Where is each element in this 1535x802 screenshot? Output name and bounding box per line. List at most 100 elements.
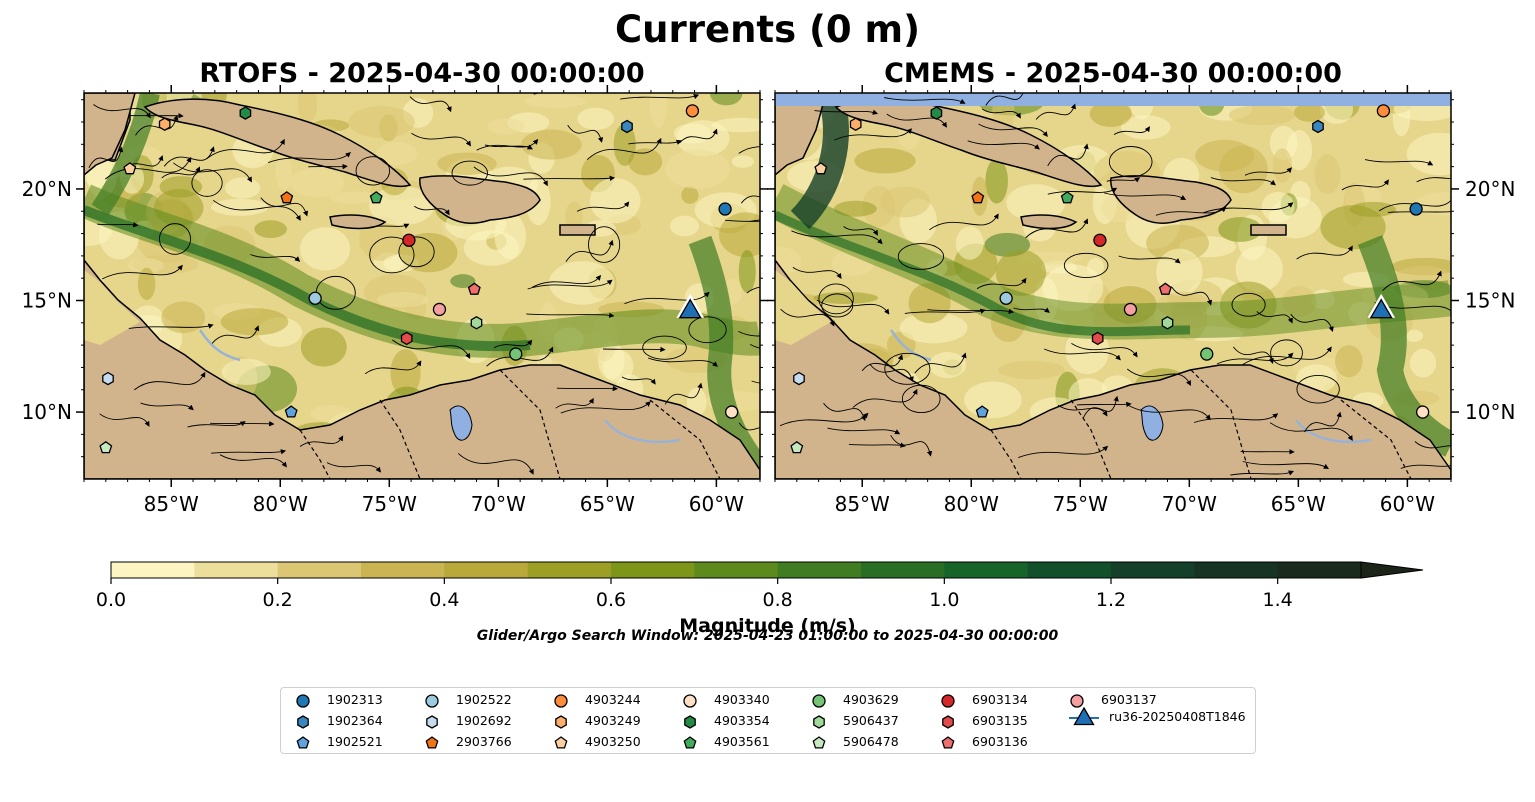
float-marker-4903340 [1416,405,1430,419]
legend-hexagon-icon [426,714,438,729]
eddy-streamline [159,223,191,255]
speed-patch [1042,264,1104,312]
cmems-panel-title: CMEMS - 2025-04-30 00:00:00 [884,58,1342,89]
colorbar-tick-label: 0.8 [763,589,793,611]
float-marker-4903250 [123,162,137,175]
streamline [565,239,614,262]
speed-patch [681,186,699,204]
streamline [212,199,301,221]
streamline [976,277,1027,290]
speed-patch [549,261,615,305]
legend-marker [941,735,955,749]
streamline [527,279,613,290]
legend-circle-icon [425,693,439,708]
colorbar-bin [777,562,862,578]
speed-patch [220,308,289,336]
axis-ticks: 85°W 80°W 75°W 70°W 65°W 60°W 10°N 15°N 20°N [767,85,1515,516]
maps-canvas: 85°W 80°W 75°W 70°W 65°W 60°W 10°N 15°N 20°N [22,85,1515,516]
float-marker-5906478 [790,440,804,454]
legend-marker [425,693,439,708]
colorbar-tick-label: 0.0 [96,589,126,611]
yucatan-current [790,93,849,230]
speed-patch [377,292,429,308]
streamline [814,109,879,115]
legend-marker [555,714,567,729]
x-tick-label: 75°W [362,492,417,516]
legend-marker [296,735,310,749]
float-marker-6903134 [1093,233,1107,247]
eddy-streamline [1231,292,1266,317]
x-tick-label: 60°W [689,492,744,516]
streamline [1057,404,1108,417]
legend-hexagon-icon [297,714,309,729]
streamline [985,93,1024,106]
speed-patch [159,176,203,198]
streamline [981,108,1021,119]
map-frame [774,92,1452,480]
streamline [88,146,124,169]
streamline [1035,103,1076,120]
caribbean-current-core [775,210,1191,337]
speed-patch [437,152,497,175]
colorbar-bin [277,562,362,578]
colorbar-tick-label: 1.0 [929,589,959,611]
streamline [848,442,906,448]
legend-label: 6903134 [972,692,1028,707]
float-marker-1902364 [621,119,633,134]
legend-circle-icon [941,693,955,708]
legend-marker [812,735,826,749]
legend-marker [813,714,825,729]
streamline [823,402,867,422]
legend-label: 4903340 [714,692,770,707]
eddy-streamline [355,156,391,186]
float-marker-5906437 [470,316,483,330]
streamline [1193,413,1279,423]
x-tick-label: 85°W [835,492,890,516]
legend-glider-icon [1073,706,1095,726]
float-marker-4903354 [930,106,943,120]
float-marker-4903561 [1060,191,1074,204]
streamline [628,139,682,145]
rtofs-map-panel: 85°W 80°W 75°W 70°W 65°W 60°W 10°N 15°N 20°N [22,85,768,516]
streamline [1400,464,1451,469]
float-marker-1902692 [793,371,805,386]
streamline [1155,206,1227,216]
streamline [457,453,534,475]
legend-marker [941,693,955,708]
streamline [886,113,947,128]
speed-patch [523,94,586,109]
speed-patch [348,106,415,139]
speed-patch [985,158,1008,204]
y-tick-label: 20°N [1465,177,1515,201]
legend-marker [683,735,697,749]
speed-patch [300,327,347,367]
eddy-streamline [191,169,223,197]
float-marker-1902313 [718,202,732,216]
eddy-streamline [588,226,621,263]
float-marker-4903249 [158,117,171,131]
colorbar-extend [1360,561,1424,579]
rivers [198,329,681,444]
streamline [1025,218,1089,239]
legend-item-6903136: 6903136 [938,734,1028,751]
streamline [104,156,192,180]
legend-item-2903766: 2903766 [422,734,512,751]
streamline [187,421,246,428]
colorbar-bin [111,562,195,578]
streamline [1290,313,1334,333]
legend-label: 6903135 [972,713,1028,728]
streamline [523,175,616,181]
legend-marker [297,714,309,729]
streamline [1171,286,1213,306]
legend-item-4903244: 4903244 [551,692,641,709]
figure-title: Currents (0 m) [614,8,920,51]
streamline [664,382,703,405]
speed-patch [628,148,663,176]
speed-patch [1261,191,1295,223]
colorbar-label: Magnitude (m/s) [679,615,856,637]
streamline [620,94,700,100]
speed-patch [649,93,668,128]
legend-pentagon-icon [296,735,310,749]
streamline [967,140,1040,150]
speed-patch [1156,248,1203,296]
